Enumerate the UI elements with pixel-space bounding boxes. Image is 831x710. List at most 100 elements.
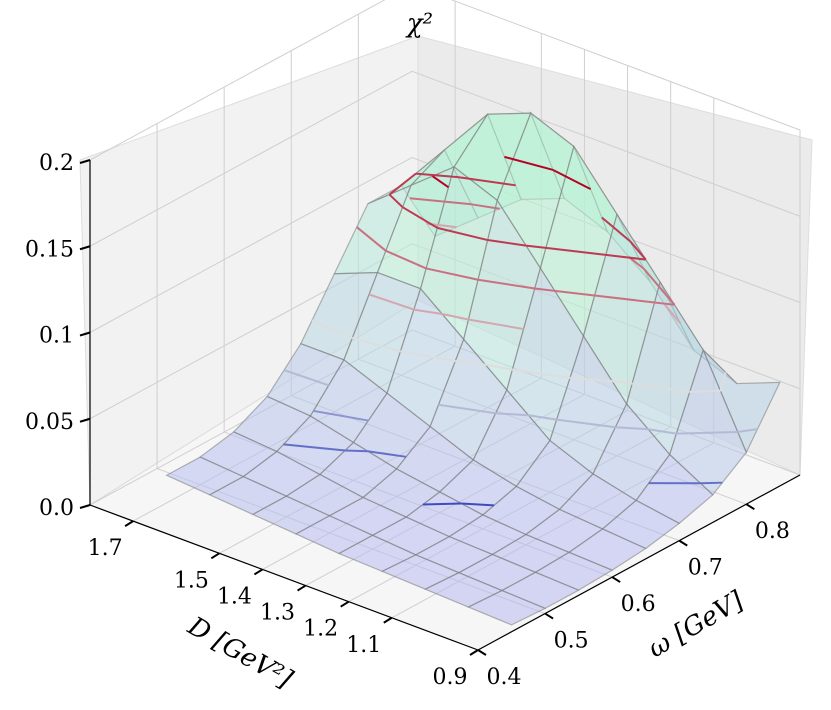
x-tick: [745, 503, 755, 511]
contour-segment: [388, 172, 417, 196]
contour-segment: [605, 253, 646, 261]
contour-segment: [545, 246, 606, 256]
z-tick-label: 0.05: [25, 410, 74, 435]
contour-segment: [415, 172, 459, 179]
y-tick-label: 0.9: [433, 665, 468, 690]
x-tick-label: 0.5: [554, 629, 589, 654]
tick-labels: 0.4 0.5 0.6 0.7 0.8 0.9 1.1 1.2 1.3 1.4 1.5 1.7 0.0 0…: [25, 151, 790, 690]
z-tick-label: 0.15: [25, 237, 74, 262]
contour-segment: [441, 313, 469, 321]
y-axis-line: [89, 504, 479, 651]
y-tick: [210, 552, 220, 560]
axes: [79, 159, 801, 656]
contour-segment: [528, 414, 557, 421]
z-tick: [79, 504, 91, 509]
contour-segment: [719, 372, 727, 392]
contour-segment: [647, 428, 677, 435]
y-tick-label: 1.3: [260, 601, 295, 626]
contour-segment: [477, 278, 535, 290]
contour-segment: [437, 226, 488, 242]
z-tick-label: 0.0: [39, 496, 74, 521]
contour-segment: [352, 337, 401, 353]
y-tick-label: 1.2: [303, 617, 338, 642]
contour-segment: [487, 239, 527, 247]
contour-segment: [385, 249, 427, 270]
contour-segment: [664, 304, 681, 324]
y-tick: [383, 616, 393, 624]
contour-segment: [313, 409, 369, 422]
contour-segment: [409, 197, 472, 206]
contour-segment: [495, 412, 529, 417]
contour-segment: [283, 369, 330, 387]
contour-segment: [425, 267, 479, 281]
contour-segment: [431, 175, 450, 189]
y-tick: [124, 520, 134, 527]
contour-segment: [615, 426, 649, 431]
contour-segment: [438, 403, 496, 415]
y-tick: [253, 568, 263, 576]
contour-segment: [612, 380, 633, 385]
z-axis-label: χ²: [405, 9, 433, 39]
x-tick-label: 0.7: [688, 556, 723, 581]
x-tick-label: 0.6: [621, 592, 656, 617]
contour-segment: [468, 318, 524, 331]
contour-segment: [676, 430, 738, 435]
x-tick: [477, 649, 487, 656]
contour-segment: [552, 169, 592, 190]
z-tick-label: 0.2: [39, 151, 74, 176]
y-tick: [340, 600, 350, 608]
x-tick: [544, 612, 554, 620]
x-tick: [611, 576, 621, 583]
surface-patch: [466, 589, 547, 626]
contour-segment: [413, 308, 443, 316]
contour-segment: [388, 193, 404, 208]
z-tick: [79, 159, 91, 164]
grid-line-z: [89, 0, 801, 161]
x-tick-label: 0.4: [487, 665, 522, 690]
chi2-surface: [165, 111, 781, 626]
contour-segment: [629, 240, 647, 261]
contour-segment: [356, 226, 387, 252]
z-tick: [79, 417, 91, 423]
contour-segment: [643, 268, 668, 297]
contour-segment: [554, 289, 595, 297]
contour-segment: [700, 481, 723, 485]
x-tick-label: 0.8: [755, 519, 790, 544]
contour-segment: [689, 390, 721, 393]
contour-segment: [512, 368, 571, 379]
contour-segment: [525, 244, 547, 249]
y-tick: [297, 584, 307, 592]
contour-segment: [311, 319, 353, 339]
contour-segment: [737, 428, 758, 433]
contour-segment: [504, 155, 554, 171]
contour-segment: [461, 502, 495, 507]
contour-segment: [345, 449, 368, 453]
z-tick: [79, 245, 91, 251]
grid-line-z: [89, 156, 801, 333]
z-tick: [79, 331, 91, 337]
y-tick-label: 1.4: [217, 584, 252, 609]
contour-segment: [400, 350, 456, 363]
contour-segment: [594, 294, 655, 304]
y-tick-label: 1.5: [174, 568, 209, 593]
contour-segment: [485, 363, 513, 371]
contour-segment: [367, 450, 407, 458]
y-tick: [469, 649, 479, 656]
contour-segment: [457, 176, 516, 187]
contour-segment: [368, 293, 415, 311]
contour-segment: [283, 443, 346, 452]
contour-segment: [455, 360, 486, 366]
y-tick-label: 1.7: [88, 536, 123, 561]
x-tick: [678, 539, 688, 547]
contour-segment: [556, 418, 616, 429]
contour-segment: [654, 301, 675, 306]
contour-segment: [632, 382, 690, 393]
contour-lines: [283, 155, 758, 507]
contour-segment: [628, 256, 645, 270]
contour-segment: [601, 216, 632, 243]
x-axis-label: ω [GeV]: [643, 585, 749, 664]
contour-segment: [402, 206, 438, 229]
contour-segment: [422, 502, 462, 506]
grid-line-z: [89, 70, 801, 247]
